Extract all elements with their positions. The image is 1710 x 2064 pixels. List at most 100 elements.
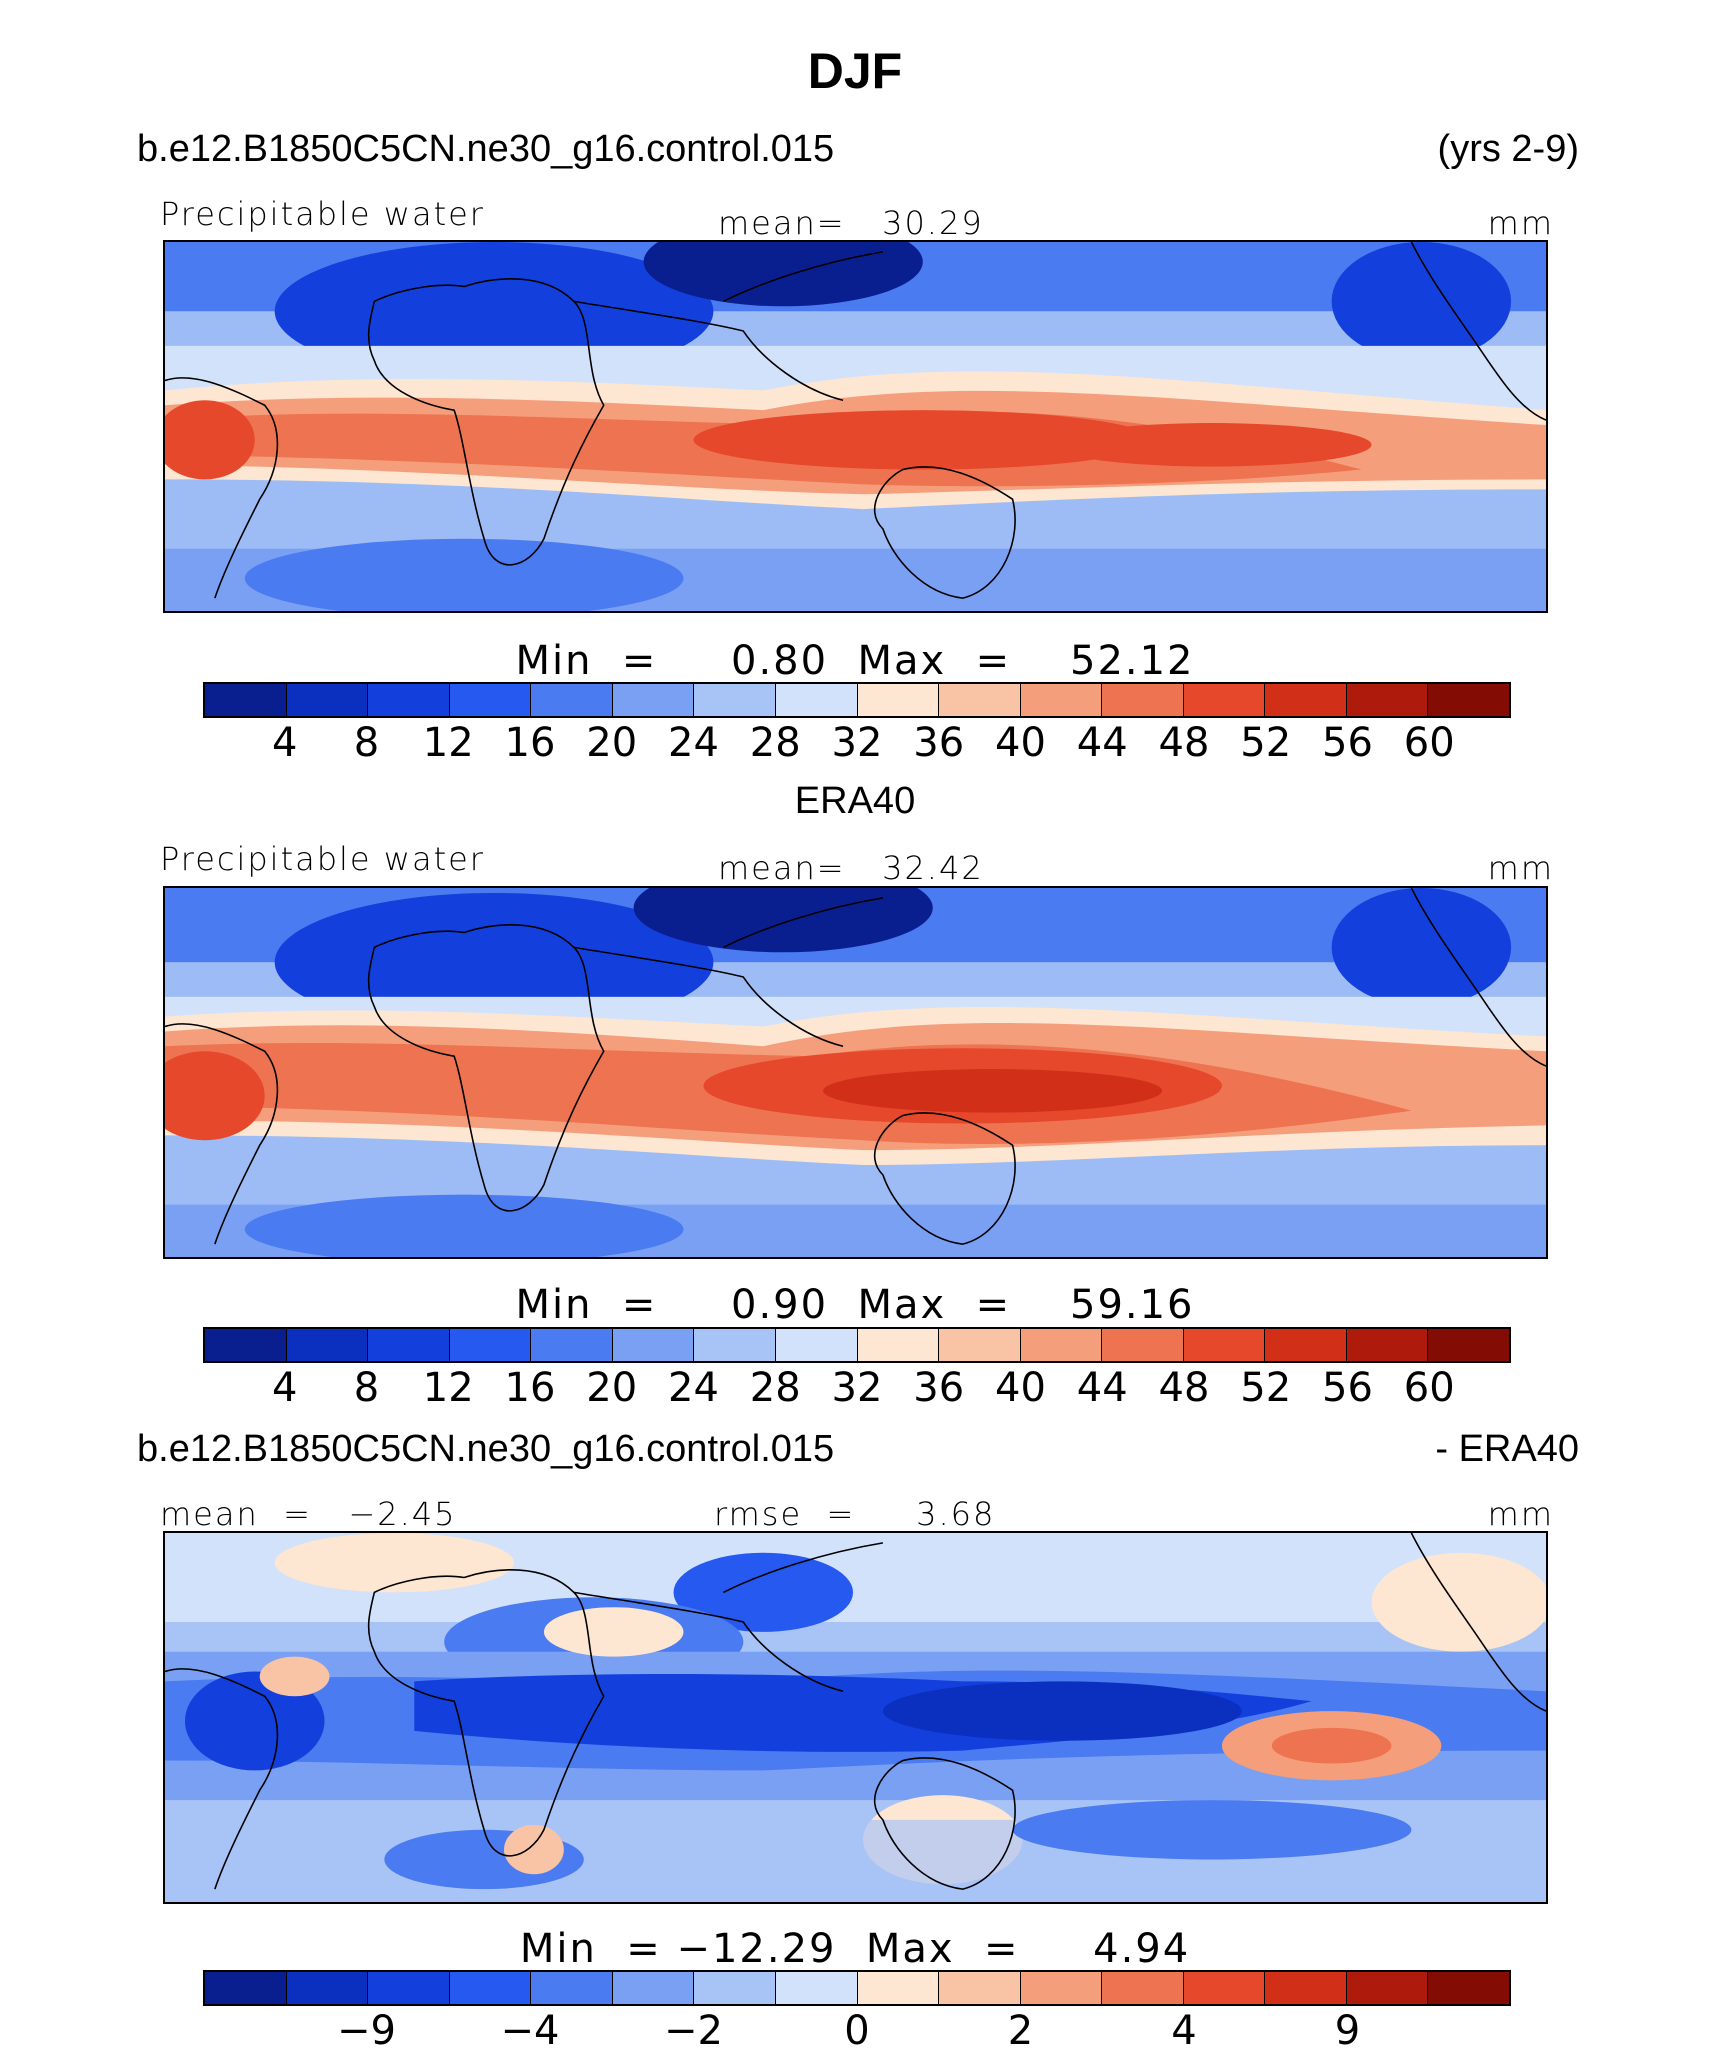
panel3-case-name: b.e12.B1850C5CN.ne30_g16.control.015: [137, 1428, 835, 1470]
colorbar-swatch: [612, 1329, 695, 1361]
panel2-units: mm: [1487, 849, 1554, 887]
panel2-map: [163, 886, 1548, 1259]
colorbar-tick-label: 9: [1334, 2008, 1361, 2054]
colorbar-swatch: [1102, 1972, 1184, 2004]
colorbar-tick-label: 36: [913, 1365, 965, 1411]
panel1-variable-name: Precipitable water: [160, 195, 485, 233]
colorbar-swatch: [1102, 1329, 1184, 1361]
panel3-colorbar-ticks: −9 −4 −2 0 2 4 9: [203, 2008, 1511, 2056]
colorbar-tick-label: −4: [500, 2008, 560, 2054]
colorbar-tick-label: 44: [1076, 720, 1128, 766]
colorbar-tick-label: 56: [1322, 1365, 1373, 1411]
colorbar-tick-label: 60: [1403, 720, 1455, 766]
colorbar-swatch: [1346, 1972, 1429, 2004]
colorbar-swatch: [775, 1329, 858, 1361]
colorbar-tick-label: −2: [664, 2008, 723, 2054]
colorbar-swatch: [205, 1329, 287, 1361]
colorbar-swatch: [939, 1972, 1021, 2004]
colorbar-tick-label: 28: [749, 1365, 801, 1411]
colorbar-swatch: [1183, 1972, 1266, 2004]
panel3-mean: mean = −2.45: [160, 1495, 457, 1533]
colorbar-tick-label: 16: [504, 1365, 556, 1411]
colorbar-swatch: [857, 684, 940, 716]
colorbar-swatch: [1428, 1329, 1509, 1361]
panel3-map-field: [165, 1533, 1546, 1902]
colorbar-tick-label: 20: [586, 1365, 638, 1411]
colorbar-swatch: [1183, 684, 1266, 716]
colorbar-swatch: [205, 1972, 287, 2004]
colorbar-swatch: [1020, 1972, 1103, 2004]
colorbar-swatch: [286, 1972, 369, 2004]
colorbar-swatch: [286, 1329, 369, 1361]
colorbar-swatch: [694, 1972, 776, 2004]
colorbar-tick-label: 56: [1322, 720, 1373, 766]
colorbar-swatch: [531, 684, 613, 716]
colorbar-swatch: [1428, 1972, 1509, 2004]
panel1-years: (yrs 2-9): [1437, 128, 1579, 170]
panel3-suffix: - ERA40: [1435, 1428, 1579, 1470]
colorbar-swatch: [205, 684, 287, 716]
panel3-units: mm: [1487, 1495, 1554, 1533]
colorbar-swatch: [368, 1972, 450, 2004]
colorbar-swatch: [449, 1972, 532, 2004]
panel2-colorbar-ticks: 4 8 12 16 20 24 28 32 36 40 44 48 52 56 60: [203, 1365, 1511, 1413]
colorbar-tick-label: 4: [1171, 2008, 1197, 2054]
colorbar-tick-label: 32: [831, 720, 883, 766]
colorbar-tick-label: 40: [995, 720, 1046, 766]
colorbar-swatch: [694, 684, 776, 716]
colorbar-swatch: [1346, 684, 1429, 716]
colorbar-tick-label: 16: [504, 720, 556, 766]
colorbar-tick-label: 52: [1240, 720, 1292, 766]
colorbar-swatch: [1020, 684, 1103, 716]
colorbar-swatch: [449, 684, 532, 716]
colorbar-swatch: [939, 684, 1021, 716]
colorbar-tick-label: 36: [913, 720, 965, 766]
colorbar-swatch: [368, 684, 450, 716]
colorbar-swatch: [1265, 1329, 1347, 1361]
colorbar-tick-label: 12: [422, 720, 474, 766]
colorbar-swatch: [1265, 684, 1347, 716]
colorbar-swatch: [368, 1329, 450, 1361]
colorbar-swatch: [775, 684, 858, 716]
colorbar-tick-label: −9: [337, 2008, 396, 2054]
colorbar-swatch: [286, 684, 369, 716]
panel1-mean: mean= 30.29: [718, 204, 984, 242]
colorbar-swatch: [531, 1972, 613, 2004]
colorbar-swatch: [939, 1329, 1021, 1361]
colorbar-tick-label: 24: [668, 720, 719, 766]
panel1-map: [163, 240, 1548, 613]
colorbar-tick-label: 28: [749, 720, 801, 766]
panel2-map-field: [165, 888, 1546, 1257]
colorbar-tick-label: 60: [1403, 1365, 1455, 1411]
panel3-rmse: rmse = 3.68: [714, 1495, 996, 1533]
colorbar-tick-label: 52: [1240, 1365, 1292, 1411]
panel3-min-max: Min = −12.29 Max = 4.94: [519, 1926, 1191, 1972]
colorbar-swatch: [775, 1972, 858, 2004]
colorbar-tick-label: 4: [272, 1365, 298, 1411]
colorbar-tick-label: 12: [422, 1365, 474, 1411]
colorbar-tick-label: 48: [1158, 720, 1210, 766]
colorbar-tick-label: 40: [995, 1365, 1046, 1411]
colorbar-swatch: [1102, 684, 1184, 716]
colorbar-swatch: [449, 1329, 532, 1361]
colorbar-tick-label: 8: [353, 720, 380, 766]
colorbar-swatch: [1428, 684, 1509, 716]
colorbar-tick-label: 44: [1076, 1365, 1128, 1411]
panel1-min-max: Min = 0.80 Max = 52.12: [515, 638, 1195, 684]
colorbar-tick-label: 24: [668, 1365, 719, 1411]
colorbar-tick-label: 0: [844, 2008, 870, 2054]
colorbar-swatch: [694, 1329, 776, 1361]
figure-title: DJF: [807, 43, 903, 99]
colorbar-swatch: [612, 1972, 695, 2004]
panel2-label: ERA40: [794, 780, 916, 822]
colorbar-tick-label: 8: [353, 1365, 380, 1411]
colorbar-tick-label: 4: [272, 720, 298, 766]
colorbar-swatch: [1346, 1329, 1429, 1361]
panel2-colorbar: [203, 1327, 1511, 1363]
colorbar-swatch: [612, 684, 695, 716]
panel1-case-name: b.e12.B1850C5CN.ne30_g16.control.015: [137, 128, 835, 170]
colorbar-swatch: [857, 1329, 940, 1361]
colorbar-swatch: [857, 1972, 940, 2004]
panel1-colorbar: [203, 682, 1511, 718]
panel3-map: [163, 1531, 1548, 1904]
